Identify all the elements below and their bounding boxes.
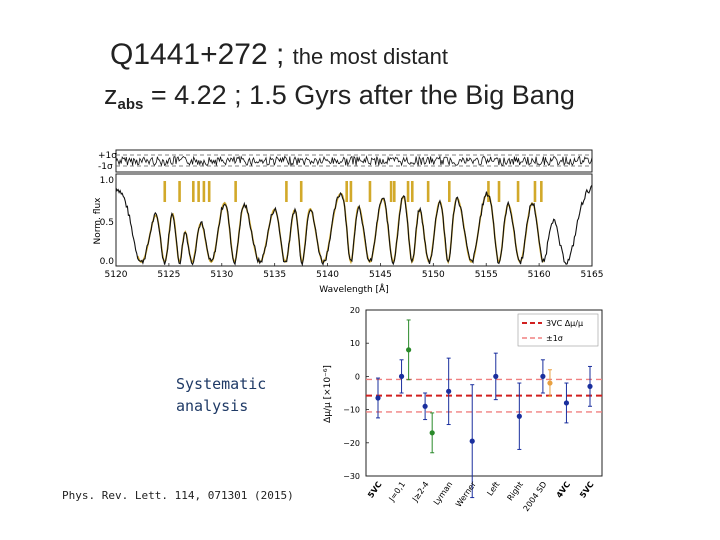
z-label: z [104,80,118,110]
ytick-label: 20 [350,306,360,315]
absorber-tick [497,181,501,202]
data-point [375,395,381,401]
reference-citation: Phys. Rev. Lett. 114, 071301 (2015) [62,489,294,502]
data-point [493,373,499,379]
ytick-label: −20 [343,439,360,448]
data-point [469,438,475,444]
legend-entry-1: 3VC Δμ/μ [546,319,583,328]
absorber-tick [410,181,414,202]
data-point [516,413,522,419]
data-point [406,347,412,353]
xtick-label: 5155 [475,270,498,280]
spectrum-figure: +1σ -1σ Norm. flux 1.0 0.5 0.0 5120 5125 5… [93,149,604,295]
xtick-label: 5160 [528,270,551,280]
xtick-label: 5140 [316,270,339,280]
data-points [375,319,593,499]
category-label: 2004 SD [522,480,549,513]
sigma-bottom-label: -1σ [98,162,113,172]
legend-entry-2: ±1σ [546,334,563,343]
title-main: Q1441+272 ; [110,38,293,71]
ytick-label: 0 [355,372,360,381]
category-label: 5VC [578,480,596,500]
residual-panel: +1σ -1σ [98,149,593,173]
absorber-tick [178,181,181,202]
legend: 3VC Δμ/μ ±1σ [517,313,599,347]
data-point [429,430,435,436]
absorber-tick [299,181,303,202]
systematic-line-2: analysis [176,397,249,415]
residual-trace [115,154,593,167]
data-point [587,383,593,389]
xtick-label: 5130 [210,270,233,280]
redshift-line: zabs = 4.22 ; 1.5 Gyrs after the Big Ban… [104,80,575,113]
flux-axis-label: Norm. flux [93,197,103,245]
slide-title: Q1441+272 ; the most distant [110,38,448,72]
absorber-tick [202,181,206,202]
category-label: J=0,1 [387,480,407,504]
absorber-tick [197,181,200,202]
category-label: Lyman [432,480,454,507]
ytick-2: 0.5 [100,218,114,228]
sigma-top-label: +1σ [98,151,117,161]
absorber-tick [540,181,543,202]
data-point [547,380,553,386]
absorber-tick [487,181,490,202]
absorber-tick [392,181,396,202]
z-sub: abs [117,96,144,113]
ytick-label: −10 [343,406,360,415]
absorber-tick [368,181,372,202]
delta-mu-axis-label: Δμ/μ [×10⁻⁶] [323,365,333,423]
wavelength-axis-label: Wavelength [Å] [319,283,388,295]
absorber-tick [426,181,430,202]
xtick-label: 5150 [422,270,445,280]
systematic-analysis-note: Systematic analysis [176,373,266,417]
absorber-tick [533,181,537,202]
absorber-tick [448,181,451,202]
absorber-tick [285,181,288,202]
absorber-tick [207,181,211,202]
y-tick-labels: 20 10 0 −10 −20 −30 [343,306,369,481]
category-label: Right [506,480,525,502]
xtick-label: 5165 [581,270,604,280]
data-point [398,373,405,379]
ytick-label: −30 [343,472,360,481]
xtick-label: 5135 [263,270,286,280]
absorber-tick [192,181,195,202]
absorber-tick [345,181,348,202]
title-sub: the most distant [292,44,448,69]
flux-trace [115,184,593,267]
absorber-tick [234,181,237,202]
flux-panel: Norm. flux 1.0 0.5 0.0 5120 5125 5130 5135 5… [93,173,604,295]
absorber-tick [516,181,520,202]
x-tick-labels: 5120 5125 5130 5135 5140 5145 5150 5155 5160 5165 [105,263,604,280]
absorber-tick [349,181,353,202]
category-label: 4VC [555,480,573,500]
data-point [446,388,452,394]
category-label: J≥2-4 [410,480,431,504]
absorber-tick [389,181,393,202]
ytick-label: 10 [350,339,360,348]
absorber-tick [163,181,167,202]
category-label: Left [485,480,501,498]
xtick-label: 5125 [157,270,180,280]
category-label: 5VC [366,480,384,500]
z-rest: = 4.22 ; 1.5 Gyrs after the Big Bang [143,80,575,110]
category-label: Werner [454,479,478,508]
systematic-line-1: Systematic [176,375,267,393]
data-point [540,373,546,379]
absorber-tick-marks [163,181,543,202]
xtick-label: 5120 [105,270,128,280]
data-point [563,400,570,406]
absorber-tick [406,181,410,202]
xtick-label: 5145 [369,270,392,280]
ytick-3: 0.0 [100,257,115,267]
data-point [422,403,428,409]
ytick-1: 1.0 [100,176,115,186]
